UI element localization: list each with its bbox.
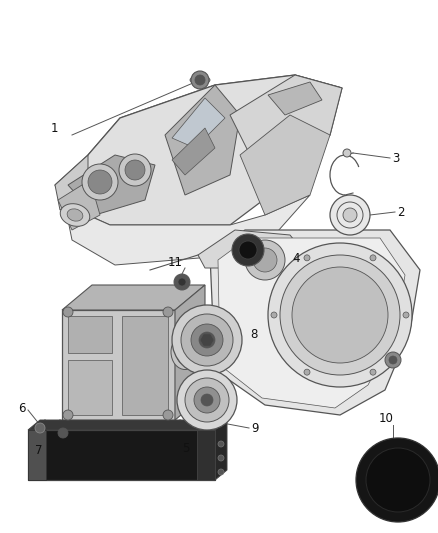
Circle shape: [245, 240, 285, 280]
Polygon shape: [55, 155, 88, 210]
Circle shape: [232, 234, 264, 266]
Ellipse shape: [171, 335, 199, 369]
Circle shape: [304, 255, 310, 261]
Polygon shape: [240, 115, 330, 215]
Text: 9: 9: [251, 422, 258, 434]
Circle shape: [63, 307, 73, 317]
Polygon shape: [62, 285, 205, 310]
Ellipse shape: [60, 204, 90, 227]
Circle shape: [201, 394, 213, 406]
Polygon shape: [55, 75, 342, 225]
Circle shape: [199, 332, 215, 348]
Polygon shape: [28, 420, 227, 430]
Circle shape: [218, 441, 224, 447]
Polygon shape: [58, 180, 100, 230]
Circle shape: [174, 274, 190, 290]
Text: 1: 1: [50, 122, 58, 134]
Text: 6: 6: [18, 401, 26, 415]
Text: 3: 3: [392, 151, 399, 165]
Polygon shape: [28, 430, 215, 480]
Circle shape: [239, 241, 257, 259]
Circle shape: [356, 438, 438, 522]
Circle shape: [191, 324, 223, 356]
Circle shape: [280, 255, 400, 375]
Polygon shape: [230, 75, 342, 195]
Polygon shape: [198, 230, 310, 280]
Circle shape: [125, 160, 145, 180]
Text: 11: 11: [167, 256, 183, 270]
Polygon shape: [268, 82, 322, 115]
Ellipse shape: [176, 340, 194, 365]
Circle shape: [88, 170, 112, 194]
Polygon shape: [165, 85, 240, 195]
Circle shape: [163, 410, 173, 420]
Circle shape: [172, 305, 242, 375]
Polygon shape: [218, 238, 405, 408]
Text: 2: 2: [397, 206, 405, 219]
Circle shape: [343, 208, 357, 222]
Ellipse shape: [190, 76, 210, 84]
Polygon shape: [200, 334, 214, 346]
Circle shape: [191, 71, 209, 89]
Circle shape: [119, 154, 151, 186]
Polygon shape: [172, 98, 225, 148]
Circle shape: [343, 149, 351, 157]
Polygon shape: [65, 195, 310, 265]
Circle shape: [385, 352, 401, 368]
Circle shape: [330, 195, 370, 235]
Circle shape: [63, 410, 73, 420]
Circle shape: [163, 307, 173, 317]
Circle shape: [58, 428, 68, 438]
Circle shape: [218, 469, 224, 475]
Polygon shape: [28, 430, 46, 480]
Circle shape: [178, 278, 186, 286]
Polygon shape: [62, 310, 175, 420]
Ellipse shape: [67, 209, 83, 221]
Circle shape: [366, 448, 430, 512]
Polygon shape: [172, 128, 215, 175]
Circle shape: [304, 369, 310, 375]
Circle shape: [292, 267, 388, 363]
Polygon shape: [122, 316, 168, 415]
Circle shape: [185, 378, 229, 422]
Circle shape: [194, 387, 220, 413]
Polygon shape: [210, 230, 420, 415]
Text: 8: 8: [250, 328, 258, 342]
Circle shape: [403, 312, 409, 318]
Circle shape: [253, 248, 277, 272]
Circle shape: [389, 356, 397, 364]
Polygon shape: [215, 420, 227, 480]
Circle shape: [370, 369, 376, 375]
Circle shape: [181, 314, 233, 366]
Circle shape: [35, 423, 45, 433]
Polygon shape: [175, 285, 205, 420]
Circle shape: [370, 255, 376, 261]
Text: 4: 4: [292, 252, 300, 264]
Circle shape: [218, 455, 224, 461]
Circle shape: [177, 370, 237, 430]
Polygon shape: [68, 316, 112, 353]
Polygon shape: [68, 155, 155, 215]
Text: 7: 7: [35, 443, 43, 456]
Polygon shape: [68, 360, 112, 415]
Circle shape: [82, 164, 118, 200]
Text: 5: 5: [182, 441, 189, 455]
Circle shape: [195, 75, 205, 85]
Polygon shape: [88, 75, 342, 155]
Text: 10: 10: [378, 411, 393, 424]
Circle shape: [268, 243, 412, 387]
Polygon shape: [197, 430, 215, 480]
Circle shape: [271, 312, 277, 318]
